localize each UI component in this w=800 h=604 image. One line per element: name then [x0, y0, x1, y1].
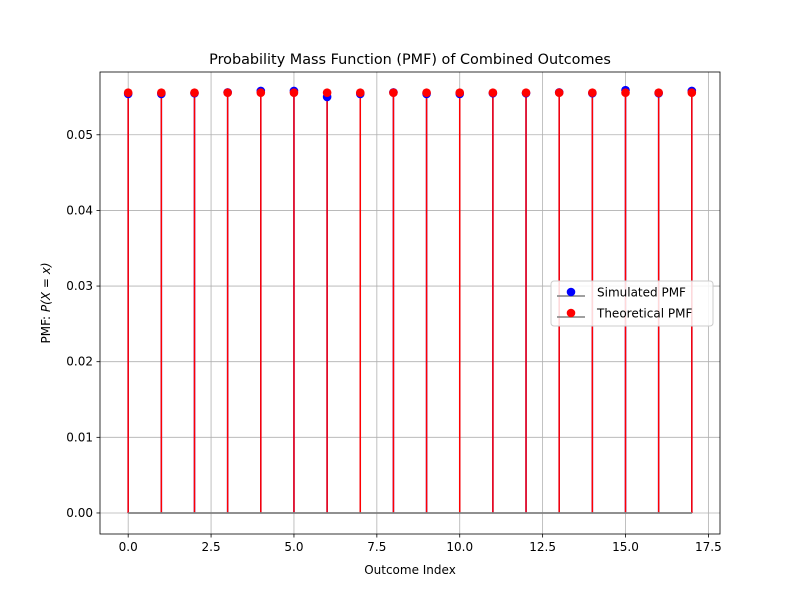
- x-tick-label: 10.0: [446, 540, 473, 554]
- y-axis-label-math: P(X = x): [39, 262, 53, 312]
- chart-title: Probability Mass Function (PMF) of Combi…: [209, 52, 611, 68]
- theoretical-marker: [588, 88, 597, 98]
- theoretical-marker: [621, 88, 630, 98]
- theoretical-marker: [521, 88, 531, 98]
- legend-box: [550, 280, 714, 327]
- y-axis-label-prefix: PMF:: [39, 312, 53, 343]
- y-tick-label: 0.00: [66, 506, 93, 520]
- y-tick-label: 0.04: [66, 203, 93, 217]
- x-tick-label: 17.5: [695, 540, 722, 554]
- theoretical-marker: [322, 88, 332, 98]
- x-tick-label: 12.5: [529, 540, 556, 554]
- y-axis-label: PMF: P(X = x): [39, 262, 53, 343]
- y-tick-label: 0.02: [66, 355, 93, 369]
- legend-simulated-label: Simulated PMF: [597, 286, 686, 300]
- x-tick-label: 5.0: [284, 540, 303, 554]
- theoretical-marker: [488, 88, 498, 98]
- legend-simulated-marker: [566, 287, 576, 297]
- y-axis-ticks: 0.00 0.01 0.02 0.03 0.04 0.05: [66, 128, 100, 520]
- theoretical-marker: [554, 88, 564, 98]
- y-tick-label: 0.03: [66, 279, 93, 293]
- plot-frame: [99, 71, 721, 535]
- legend: Simulated PMF Theoretical PMF: [550, 280, 714, 327]
- x-axis-label: Outcome Index: [364, 563, 456, 577]
- theoretical-marker: [223, 88, 232, 98]
- theoretical-marker: [256, 88, 266, 98]
- x-tick-label: 15.0: [612, 540, 639, 554]
- legend-theoretical-label: Theoretical PMF: [596, 307, 692, 321]
- y-tick-label: 0.05: [66, 128, 93, 142]
- theoretical-marker: [123, 88, 133, 98]
- theoretical-marker: [687, 88, 697, 98]
- theoretical-marker: [157, 88, 166, 98]
- x-tick-label: 2.5: [202, 540, 221, 554]
- theoretical-marker: [355, 88, 365, 98]
- theoretical-marker: [654, 88, 663, 98]
- y-tick-label: 0.01: [66, 430, 93, 444]
- theoretical-marker: [455, 88, 465, 98]
- x-tick-label: 7.5: [367, 540, 386, 554]
- theoretical-marker: [422, 88, 431, 98]
- theoretical-marker: [190, 88, 199, 98]
- legend-theoretical-marker: [566, 308, 576, 318]
- x-tick-label: 0.0: [119, 540, 138, 554]
- theoretical-marker: [389, 88, 398, 98]
- x-axis-ticks: 0.0 2.5 5.0 7.5 10.0 12.5 15.0 17.5: [119, 534, 722, 554]
- theoretical-marker: [289, 88, 299, 98]
- markers: [123, 85, 697, 102]
